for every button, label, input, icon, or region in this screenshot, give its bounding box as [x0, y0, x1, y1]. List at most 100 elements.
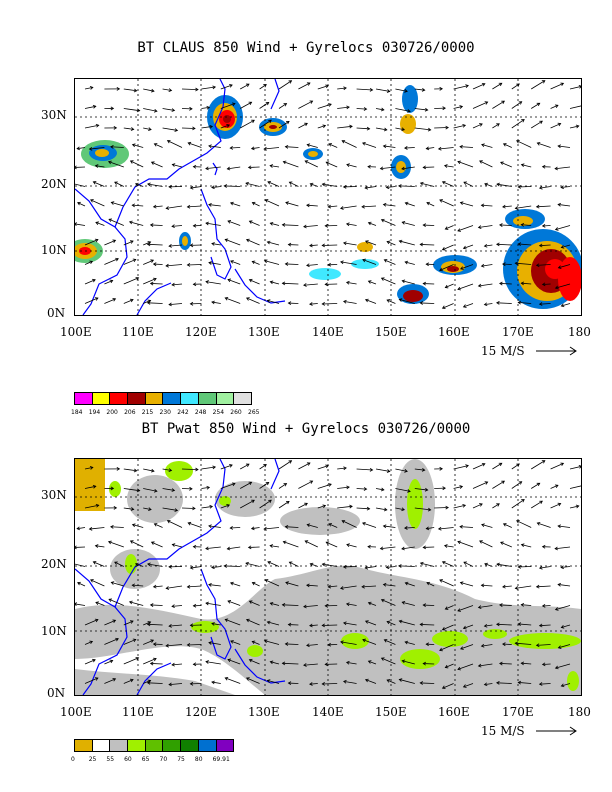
wind-vector-head	[459, 485, 464, 489]
wind-vector	[515, 642, 532, 645]
wind-vector	[438, 527, 454, 530]
wind-vector-head	[380, 218, 385, 223]
wind-vector-head	[153, 523, 158, 527]
wind-vector-head	[245, 297, 250, 301]
wind-vector	[84, 261, 93, 265]
wind-vector-head	[401, 127, 405, 132]
wind-vector-head	[437, 526, 442, 531]
wind-vector	[278, 80, 292, 90]
wind-vector	[77, 582, 86, 587]
wind-vector	[341, 140, 357, 148]
wind-vector-head	[165, 643, 169, 648]
wind-vector	[150, 224, 163, 226]
wind-vector	[123, 488, 140, 492]
wind-vector	[561, 624, 571, 628]
wind-vector-head	[386, 240, 391, 245]
wind-vector-head	[131, 143, 136, 148]
wind-vector-head	[189, 106, 193, 111]
wind-vector-head	[362, 141, 366, 146]
colorbar-label: 0	[71, 756, 75, 763]
wind-vector-head	[245, 238, 250, 243]
wind-vector	[365, 566, 377, 569]
wind-vector	[426, 582, 435, 587]
wind-vector-head	[536, 522, 541, 526]
wind-vector	[187, 644, 202, 646]
wind-vector-head	[151, 468, 155, 473]
wind-vector	[151, 161, 163, 168]
wind-vector	[285, 263, 299, 265]
wind-vector-head	[477, 605, 482, 610]
wind-vector-head	[536, 482, 541, 487]
wind-vector	[343, 300, 357, 304]
wind-vector	[322, 563, 338, 567]
wind-vector-head	[245, 83, 250, 87]
wind-vector	[322, 624, 338, 626]
wind-vector	[328, 585, 338, 588]
wind-vector	[555, 663, 571, 669]
wind-vector-head	[361, 584, 365, 589]
wind-vector-head	[575, 504, 580, 509]
wind-vector-head	[116, 467, 121, 471]
wind-vector-head	[557, 524, 562, 529]
wind-vector	[530, 102, 540, 109]
colorbar-swatch	[74, 392, 93, 405]
wind-vector-head	[75, 222, 78, 227]
colorbar-swatch	[109, 739, 129, 752]
wind-vector-head	[398, 678, 403, 682]
wind-vector	[561, 186, 571, 188]
wind-vector-head	[95, 221, 99, 225]
panel1-lat-0n: 0N	[47, 306, 66, 320]
wind-vector	[445, 283, 454, 288]
wind-vector-head	[516, 83, 520, 87]
wind-vector-head	[477, 663, 482, 668]
wind-vector	[569, 105, 581, 109]
wind-vector	[365, 186, 377, 189]
wind-vector	[402, 601, 415, 606]
wind-vector-head	[248, 600, 253, 604]
wind-vector	[317, 483, 332, 489]
wind-vector-head	[324, 282, 329, 287]
wind-vector	[356, 468, 373, 471]
wind-vector	[472, 463, 486, 470]
colorbar-swatch	[162, 739, 182, 752]
wind-vector	[343, 242, 357, 246]
wind-vector-head	[386, 469, 391, 473]
wind-vector-head	[208, 261, 212, 265]
wind-vector-head	[560, 462, 565, 467]
wind-vector-head	[342, 564, 347, 569]
wind-vector-head	[481, 143, 485, 147]
wind-vector	[298, 82, 311, 90]
colorbar-label: 70	[159, 756, 168, 763]
wind-vector-head	[129, 678, 134, 683]
wind-vector	[511, 481, 522, 489]
wind-vector-head	[153, 143, 158, 147]
wind-vector	[278, 121, 290, 129]
wind-vector	[405, 582, 415, 587]
wind-vector-head	[386, 620, 391, 625]
wind-vector-head	[557, 144, 562, 149]
wind-vector-head	[369, 467, 374, 472]
wind-vector-head	[75, 602, 78, 607]
wind-vector-head	[112, 239, 117, 243]
wind-vector-head	[441, 305, 446, 310]
wind-vector	[402, 280, 415, 285]
wind-vector-head	[404, 201, 409, 206]
wind-vector	[521, 662, 532, 665]
wind-vector-head	[407, 109, 411, 113]
wind-vector-head	[131, 203, 136, 208]
wind-vector	[225, 619, 241, 626]
wind-vector-head	[77, 581, 81, 586]
wind-vector-head	[324, 223, 329, 228]
wind-vector-head	[281, 661, 286, 666]
wind-vector	[267, 241, 280, 246]
colorbar-swatch	[197, 392, 217, 405]
wind-vector	[398, 565, 415, 567]
wind-vector-head	[341, 139, 346, 144]
wind-vector-head	[306, 523, 311, 528]
wind-vector-head	[269, 601, 274, 606]
wind-vector	[77, 147, 86, 150]
wind-vector	[220, 124, 230, 129]
wind-vector	[438, 147, 454, 150]
wind-vector	[304, 160, 318, 168]
wind-vector-head	[282, 540, 287, 545]
